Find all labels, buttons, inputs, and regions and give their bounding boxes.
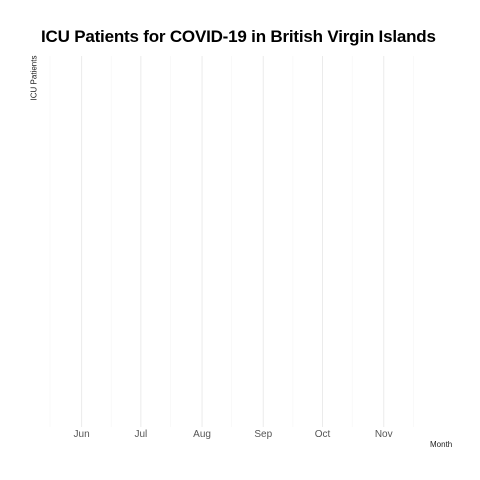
x-tick-label: Nov bbox=[375, 429, 393, 440]
x-tick-label: Oct bbox=[315, 429, 331, 440]
x-tick-label: Sep bbox=[254, 429, 272, 440]
chart-title: ICU Patients for COVID-19 in British Vir… bbox=[41, 27, 436, 46]
x-axis-label: Month bbox=[430, 440, 453, 449]
x-tick-label: Aug bbox=[193, 429, 211, 440]
x-tick-label: Jun bbox=[74, 429, 90, 440]
x-tick-label: Jul bbox=[134, 429, 147, 440]
